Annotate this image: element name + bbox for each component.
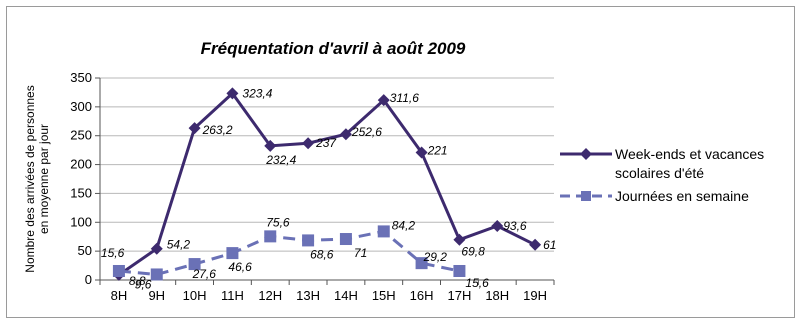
data-point-weekends xyxy=(302,137,315,150)
data-label: 75,6 xyxy=(266,215,290,229)
data-label: 46,6 xyxy=(228,260,252,274)
y-tick-labels: 0 50 100 150 200 250 300 350 xyxy=(70,70,92,287)
legend-item-weekdays: Journées en semaine xyxy=(560,188,749,204)
x-tick-labels: 8H 9H 10H 11H 12H 13H 14H 15H 16H 17H 18H 19H xyxy=(111,288,547,303)
data-label: 93,6 xyxy=(503,219,527,233)
legend-label-weekends-line1: Week-ends et vacances xyxy=(615,146,764,162)
data-point-weekends xyxy=(377,94,390,107)
y-tick-label: 100 xyxy=(70,214,92,229)
x-tick-label: 19H xyxy=(523,288,547,303)
legend-marker-weekdays xyxy=(581,191,591,201)
legend-label-weekdays: Journées en semaine xyxy=(615,188,749,204)
data-point-weekdays xyxy=(339,233,352,246)
data-label: 221 xyxy=(427,143,448,157)
data-point-weekdays xyxy=(302,234,315,247)
y-tick-label: 300 xyxy=(70,99,92,114)
chart-title: Fréquentation d'avril à août 2009 xyxy=(201,39,466,58)
series-layer xyxy=(112,87,542,281)
data-point-weekends xyxy=(491,219,504,232)
data-point-weekdays xyxy=(377,225,390,238)
data-label: 232,4 xyxy=(265,153,296,167)
data-point-weekdays xyxy=(150,268,163,281)
legend-marker-weekends xyxy=(580,148,592,160)
data-label: 323,4 xyxy=(242,86,272,100)
data-label: 15,6 xyxy=(101,246,125,260)
data-label: 263,2 xyxy=(202,123,233,137)
legend-label-weekends-line2: scolaires d'été xyxy=(615,165,704,181)
data-label: 71 xyxy=(354,246,367,260)
x-tick-label: 10H xyxy=(183,288,207,303)
data-point-weekdays xyxy=(453,264,466,277)
data-point-weekends xyxy=(150,242,163,255)
data-labels: 8,8 54,2 263,2 323,4 232,4 237 252,6 311,6 221 69… xyxy=(101,86,557,291)
series-line-1 xyxy=(118,229,460,276)
data-point-weekends xyxy=(529,238,542,251)
data-label: 9,6 xyxy=(135,277,152,291)
data-point-weekends xyxy=(415,146,428,159)
data-label: 311,6 xyxy=(390,91,419,105)
series-line-0 xyxy=(118,91,536,277)
x-tick-label: 13H xyxy=(296,288,320,303)
y-axis-label-line1: Nombre des arrivées de personnes xyxy=(23,85,37,272)
data-label: 54,2 xyxy=(167,238,191,252)
y-tick-label: 350 xyxy=(70,70,92,85)
data-label: 237 xyxy=(315,136,337,150)
legend-item-weekends: Week-ends et vacances scolaires d'été xyxy=(560,146,764,181)
y-tick-label: 150 xyxy=(70,185,92,200)
x-tick-label: 8H xyxy=(111,288,128,303)
data-label: 61 xyxy=(543,238,556,252)
chart-frame: Fréquentation d'avril à août 2009 Nombre… xyxy=(6,6,795,318)
data-point-weekends xyxy=(453,233,466,246)
data-label: 84,2 xyxy=(392,218,416,232)
data-point-weekdays xyxy=(415,257,428,270)
data-point-weekdays xyxy=(226,247,239,260)
data-label: 27,6 xyxy=(192,267,217,281)
x-tick-label: 9H xyxy=(148,288,165,303)
data-point-weekdays xyxy=(112,264,125,277)
data-label: 69,8 xyxy=(461,245,485,259)
data-point-weekdays xyxy=(188,258,201,271)
data-point-weekends xyxy=(226,87,239,100)
data-point-weekends xyxy=(264,139,277,152)
data-point-weekends xyxy=(188,122,201,135)
data-label: 68,6 xyxy=(310,247,334,261)
x-tick-label: 18H xyxy=(485,288,509,303)
x-tick-label: 15H xyxy=(372,288,396,303)
data-label: 252,6 xyxy=(351,125,382,139)
data-label: 29,2 xyxy=(423,250,448,264)
data-label: 8,8 xyxy=(129,274,146,288)
y-tick-label: 50 xyxy=(78,243,92,258)
data-label: 15,6 xyxy=(465,276,489,290)
line-chart: Fréquentation d'avril à août 2009 Nombre… xyxy=(23,39,764,303)
y-tick-label: 200 xyxy=(70,157,92,172)
x-tick-label: 11H xyxy=(221,288,244,303)
data-point-weekends xyxy=(339,128,352,141)
y-axis-label-line2: en moyenne par jour xyxy=(37,124,51,234)
x-tick-label: 17H xyxy=(447,288,471,303)
data-point-weekdays xyxy=(264,230,277,243)
x-tick-label: 16H xyxy=(410,288,434,303)
x-tick-label: 12H xyxy=(258,288,282,303)
x-tick-label: 14H xyxy=(334,288,358,303)
legend: Week-ends et vacances scolaires d'été Jo… xyxy=(560,146,764,204)
y-tick-label: 0 xyxy=(85,272,92,287)
y-tick-label: 250 xyxy=(70,128,92,143)
gridlines xyxy=(95,77,555,285)
